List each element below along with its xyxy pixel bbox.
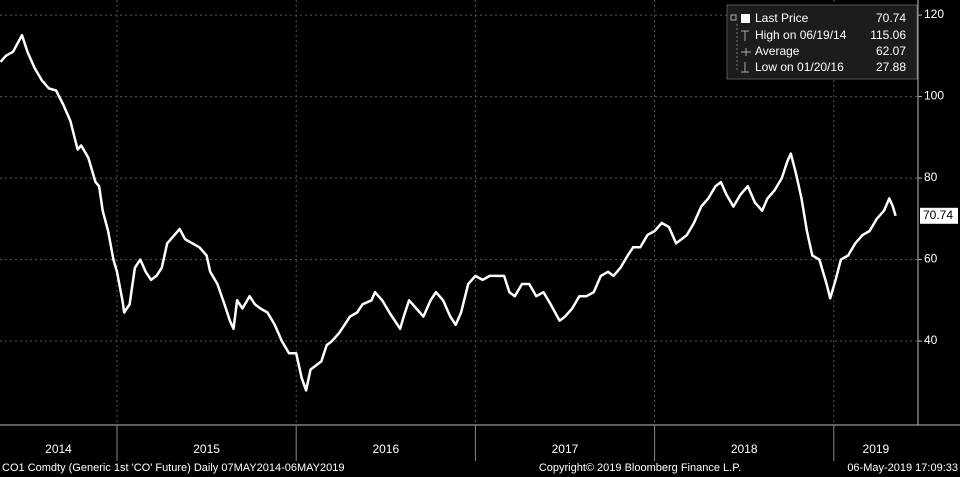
y-tick-label: 80	[924, 170, 938, 184]
footer-center: Copyright© 2019 Bloomberg Finance L.P.	[539, 462, 741, 474]
legend-value: 62.07	[876, 44, 906, 58]
last-price-tag	[920, 207, 958, 224]
footer-left: CO1 Comdty (Generic 1st 'CO' Future) Dai…	[2, 462, 344, 474]
x-tick-label: 2016	[372, 442, 399, 456]
legend-icon	[741, 30, 749, 41]
y-tick-label: 120	[924, 7, 944, 21]
x-tick-label: 2019	[863, 442, 890, 456]
price-line	[0, 33, 897, 392]
y-tick-label: 60	[924, 252, 938, 266]
legend-swatch	[741, 14, 750, 23]
legend-label: Average	[755, 44, 800, 58]
legend-label: High on 06/19/14	[755, 28, 847, 42]
x-tick-label: 2015	[193, 442, 220, 456]
footer-right: 06-May-2019 17:09:33	[847, 462, 958, 474]
last-price-label: 70.74	[923, 208, 953, 222]
legend-value: 115.06	[870, 28, 906, 42]
x-tick-label: 2018	[731, 442, 758, 456]
y-tick-label: 100	[924, 89, 944, 103]
legend-label: Last Price	[755, 11, 809, 25]
legend-value: 27.88	[876, 60, 906, 74]
x-tick-label: 2017	[552, 442, 579, 456]
legend-icon	[741, 62, 749, 73]
plot	[0, 33, 897, 392]
y-tick-label: 40	[924, 333, 938, 347]
legend-icon	[730, 14, 737, 21]
legend-box	[726, 4, 918, 80]
x-tick-label: 2014	[45, 442, 72, 456]
legend-label: Low on 01/20/16	[755, 60, 844, 74]
legend: Last Price 70.74 High on 06/19/14 115.06 Ave…	[726, 4, 918, 80]
legend-icon	[741, 48, 751, 56]
legend-value: 70.74	[876, 11, 906, 25]
